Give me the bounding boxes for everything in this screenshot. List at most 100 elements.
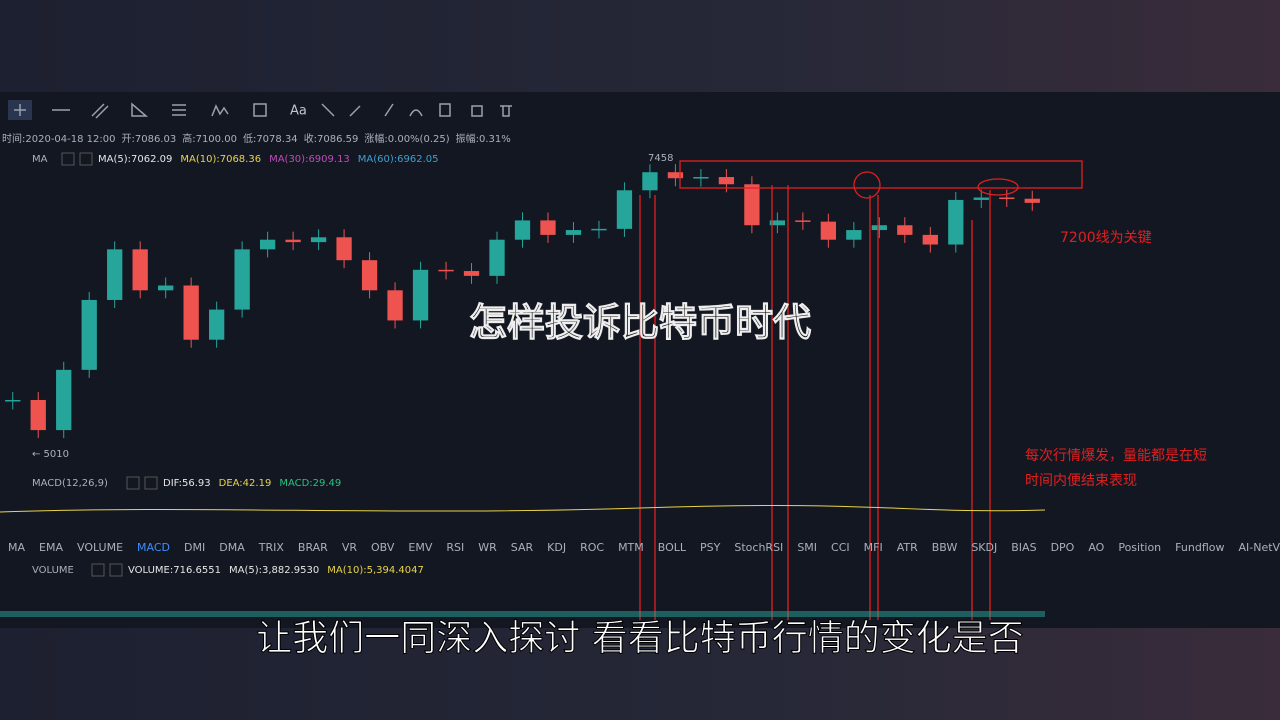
tool-cross[interactable] [14, 104, 26, 116]
legend-item: MACD:29.49 [279, 478, 341, 489]
indicator-tab[interactable]: Position [1118, 541, 1161, 554]
candle [285, 239, 301, 243]
candle [259, 239, 276, 250]
candle [81, 299, 97, 370]
indicator-tab[interactable]: MFI [864, 541, 883, 554]
volume-note: 每次行情爆发，量能都是在短 [1025, 448, 1207, 464]
indicator-tab[interactable]: KDJ [547, 541, 566, 554]
indicator-tab[interactable]: MACD [137, 541, 170, 554]
macd-line [0, 504, 1046, 513]
indicator-tab[interactable]: DMA [219, 541, 245, 554]
indicator-tab[interactable]: AO [1088, 541, 1104, 554]
indicator-tabs: MA EMA VOLUME MACD DMI DMA TRIX BRAR VR OBV EMV RSI… [8, 541, 1280, 554]
candle [1024, 198, 1040, 203]
indicator-tab[interactable]: AI-NetVOL [1238, 541, 1280, 554]
candle [897, 225, 913, 235]
legends: MA MA(5):7062.09 MA(10):7068.36 MA(30):6909… [32, 152, 439, 577]
subtitle: 让我们一同深入探讨 看看比特币行情的变化是否 [256, 618, 1023, 659]
legend-button[interactable] [61, 152, 75, 166]
legend-item: MA(60):6962.05 [358, 154, 439, 165]
info-item: 时间:2020-04-18 12:00 [2, 132, 115, 145]
candle [30, 399, 46, 431]
candle [412, 269, 429, 321]
legend-button[interactable] [126, 476, 140, 490]
indicator-tab[interactable]: MA [8, 541, 25, 554]
candle [56, 369, 72, 431]
candle [718, 177, 735, 185]
candle [744, 184, 760, 226]
indicator-tab[interactable]: SKDJ [971, 541, 997, 554]
candle [693, 177, 709, 179]
indicator-tab[interactable]: VOLUME [77, 541, 123, 554]
indicator-tab[interactable]: DMI [184, 541, 205, 554]
legend-button[interactable] [91, 563, 105, 577]
candle [463, 271, 480, 276]
indicator-tab[interactable]: EMV [408, 541, 432, 554]
legend-item: DIF:56.93 [163, 478, 211, 489]
tool-channel[interactable] [91, 103, 109, 119]
legend-item: MA(10):7068.36 [180, 154, 261, 165]
legend-button[interactable] [79, 152, 93, 166]
indicator-tab[interactable]: Fundflow [1175, 541, 1224, 554]
info-bar: 时间:2020-04-18 12:00 开:7086.03 高:7100.00 低:7… [2, 132, 511, 145]
candle [973, 197, 989, 200]
candle [565, 230, 582, 235]
candle [107, 249, 123, 300]
candle [158, 285, 174, 291]
candle [769, 220, 786, 226]
indicator-tab[interactable]: ROC [580, 541, 604, 554]
indicator-tab[interactable]: VR [342, 541, 358, 554]
legend-item: MA(5):7062.09 [98, 154, 172, 165]
tool-fib[interactable] [172, 104, 186, 116]
info-item: 振幅:0.31% [456, 132, 511, 145]
candle [132, 249, 148, 291]
candle [336, 237, 352, 261]
indicator-tab[interactable]: ATR [897, 541, 918, 554]
indicator-tab[interactable]: SMI [797, 541, 817, 554]
candle [183, 285, 199, 340]
candle [209, 309, 225, 340]
indicator-tab[interactable]: WR [478, 541, 497, 554]
indicator-tab[interactable]: OBV [371, 541, 395, 554]
candle [999, 197, 1015, 200]
info-item: 收:7086.59 [304, 132, 359, 145]
candle [922, 234, 938, 245]
candle [387, 290, 403, 321]
tool-triangle[interactable] [131, 102, 149, 117]
legend-item: MA(5):3,882.9530 [229, 565, 319, 576]
info-item: 开:7086.03 [121, 134, 176, 145]
legend-button[interactable] [109, 563, 123, 577]
low-label: ← 5010 [32, 449, 69, 460]
indicator-tab[interactable]: BRAR [298, 541, 328, 554]
candle [642, 172, 658, 191]
candle [820, 221, 836, 240]
indicator-tab[interactable]: StochRSI [734, 541, 783, 554]
legend-label: MACD(12,26,9) [32, 478, 108, 489]
overlay-title: 怎样投诉比特币时代 [469, 301, 811, 345]
tool-box[interactable] [253, 103, 267, 117]
indicator-tab[interactable]: RSI [446, 541, 464, 554]
tool-wave[interactable] [211, 104, 229, 117]
indicator-tab[interactable]: BOLL [658, 541, 687, 554]
indicator-tab[interactable]: PSY [700, 541, 721, 554]
tool-icons[interactable] [321, 103, 512, 117]
candle [591, 228, 607, 231]
indicator-tab[interactable]: TRIX [258, 541, 285, 554]
candle [871, 225, 887, 231]
info-item: 高:7100.00 [182, 132, 237, 145]
tool-text[interactable]: Aa [290, 104, 307, 119]
indicator-tab[interactable]: EMA [39, 541, 63, 554]
legend-button[interactable] [144, 476, 158, 490]
info-item: 涨幅:0.00%(0.25) [364, 132, 449, 145]
candle [234, 249, 250, 310]
indicator-tab[interactable]: SAR [511, 541, 534, 554]
indicator-tab[interactable]: BIAS [1011, 541, 1036, 554]
indicator-tab[interactable]: BBW [932, 541, 958, 554]
indicator-tab[interactable]: CCI [831, 541, 850, 554]
indicator-tab[interactable]: DPO [1051, 541, 1075, 554]
high-label: 7458 [648, 153, 673, 164]
legend-item: MA(10):5,394.4047 [327, 565, 424, 576]
indicator-tab[interactable]: MTM [618, 541, 644, 554]
key-level-note: 7200线为关键 [1060, 230, 1152, 246]
